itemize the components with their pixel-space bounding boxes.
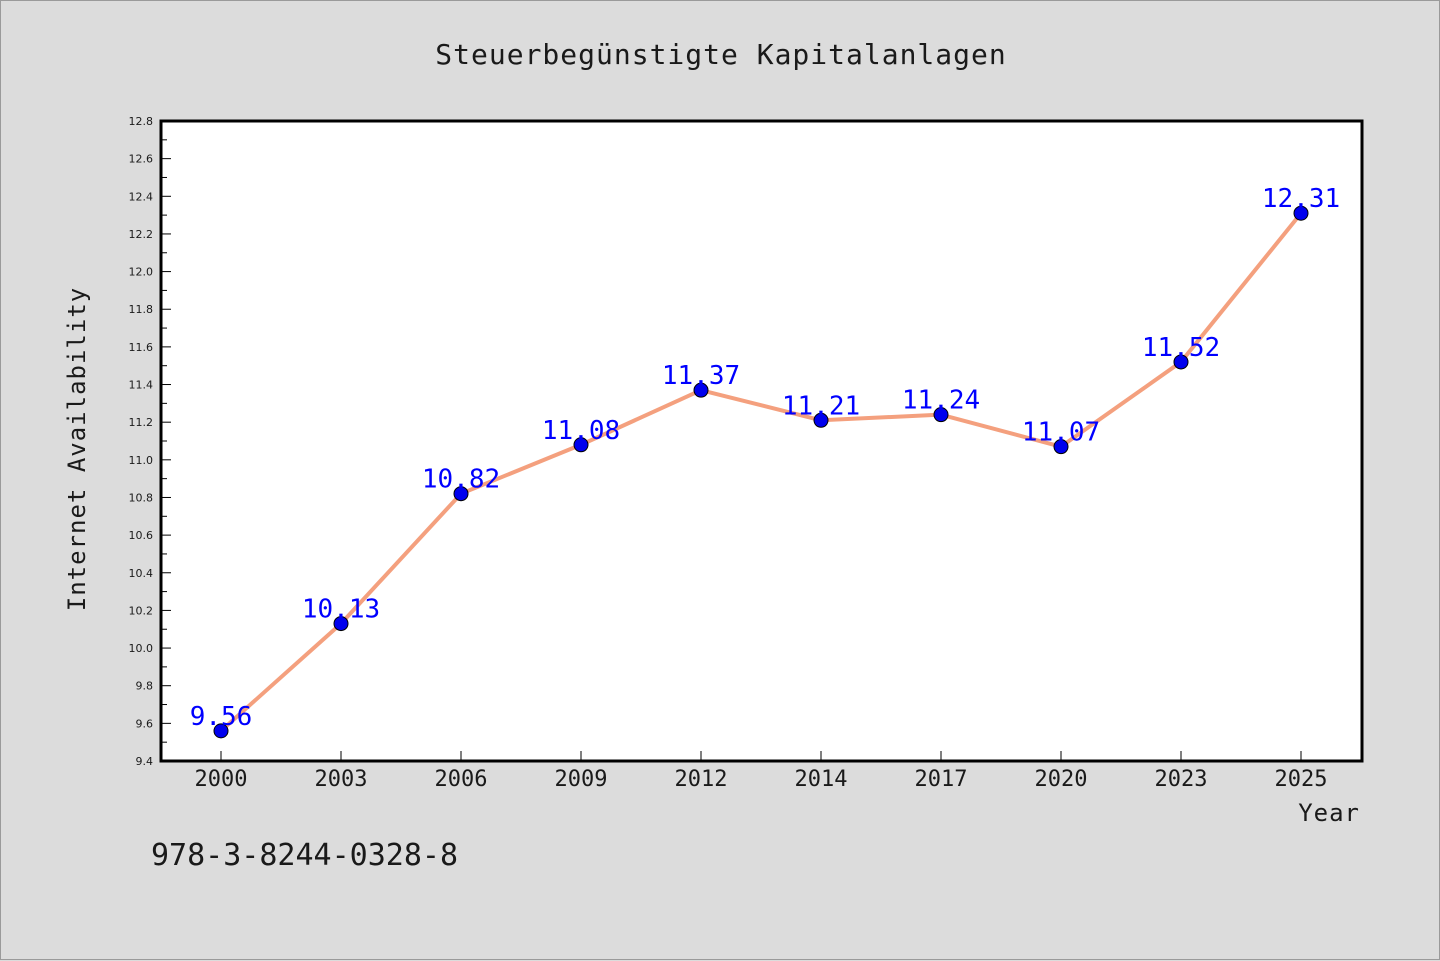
- y-tick-label: 10.8: [129, 491, 154, 504]
- y-tick-label: 9.8: [136, 680, 154, 693]
- x-tick-label: 2012: [675, 767, 728, 792]
- y-tick-label: 11.0: [129, 454, 154, 467]
- data-labels-group: 9.56 10.13 10.82 11.08 11.37 11.21 11.24 11.07 1…: [190, 184, 1340, 732]
- y-tick-label: 12.0: [129, 266, 154, 279]
- y-tick-label: 11.8: [129, 303, 154, 316]
- y-tick-label: 10.2: [129, 604, 154, 617]
- x-tick-label: 2006: [435, 767, 488, 792]
- x-tick-label: 2003: [315, 767, 368, 792]
- y-tick-label: 11.2: [129, 416, 154, 429]
- x-tick-label: 2000: [195, 767, 248, 792]
- x-axis: 2000 2003 2006 2009 2012 2014 2017 2020 2023 2025: [195, 751, 1328, 792]
- y-tick-label: 12.4: [129, 190, 154, 203]
- x-tick-label: 2017: [915, 767, 968, 792]
- x-tick-label: 2025: [1275, 767, 1328, 792]
- data-label: 11.52: [1142, 333, 1220, 363]
- x-axis-label: Year: [1298, 799, 1360, 827]
- y-axis-label: Internet Availability: [63, 287, 91, 611]
- series-line: [219, 211, 1303, 733]
- plot-area: [159, 119, 1364, 763]
- data-label: 11.37: [662, 361, 740, 391]
- y-axis: 9.4 9.6 9.8 10.0 10.2 10.4 10.6 10.8 11.0 11.2 11.…: [129, 115, 171, 768]
- y-tick-label: 10.6: [129, 529, 154, 542]
- y-tick-label: 12.6: [129, 153, 154, 166]
- data-label: 11.08: [542, 416, 620, 446]
- series-line-group: [219, 211, 1303, 733]
- y-tick-label: 12.2: [129, 228, 154, 241]
- x-tick-label: 2020: [1035, 767, 1088, 792]
- data-label: 11.24: [902, 386, 980, 416]
- data-point: [1293, 205, 1309, 221]
- data-label: 10.82: [422, 465, 500, 495]
- isbn-code: 978-3-8244-0328-8: [151, 838, 458, 873]
- data-label: 11.21: [782, 391, 860, 421]
- y-tick-label: 11.4: [129, 379, 154, 392]
- chart-title: Steuerbegünstigte Kapitalanlagen: [435, 38, 1006, 71]
- y-tick-label: 9.4: [136, 755, 154, 768]
- data-point: [573, 437, 589, 453]
- y-tick-label: 10.0: [129, 642, 154, 655]
- data-point: [213, 723, 229, 739]
- markers-group: [213, 205, 1309, 739]
- data-point: [693, 382, 709, 398]
- data-point: [453, 486, 469, 502]
- y-tick-label: 9.6: [136, 717, 154, 730]
- data-point: [933, 407, 949, 423]
- y-tick-label: 11.6: [129, 341, 154, 354]
- y-tick-label: 10.4: [129, 567, 154, 580]
- x-tick-label: 2014: [795, 767, 848, 792]
- data-point: [333, 616, 349, 632]
- x-tick-label: 2009: [555, 767, 608, 792]
- data-point: [1053, 439, 1069, 455]
- data-label: 9.56: [190, 702, 253, 732]
- data-point: [813, 412, 829, 428]
- data-label: 11.07: [1022, 418, 1100, 448]
- data-label: 12.31: [1262, 184, 1340, 214]
- x-tick-label: 2023: [1155, 767, 1208, 792]
- y-tick-label: 12.8: [129, 115, 154, 128]
- data-label: 10.13: [302, 595, 380, 625]
- data-point: [1173, 354, 1189, 370]
